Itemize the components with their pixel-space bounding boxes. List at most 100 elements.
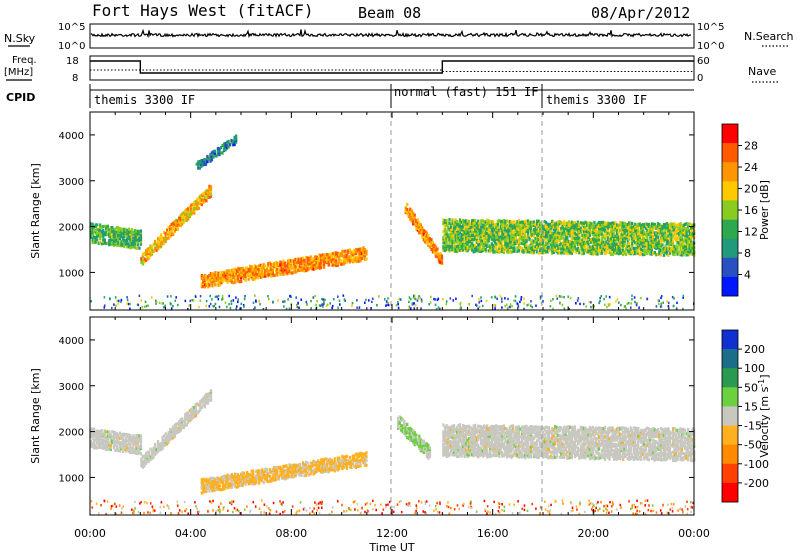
heat-cell xyxy=(227,271,231,275)
cpid-mode-3: themis 3300 IF xyxy=(546,93,647,107)
heat-cell xyxy=(226,477,229,481)
heat-cell xyxy=(271,467,274,471)
heat-cell xyxy=(283,469,287,473)
heat-cell xyxy=(582,227,586,231)
heat-cell xyxy=(217,277,220,281)
heat-cell xyxy=(546,228,549,232)
heat-cell xyxy=(126,445,129,449)
heat-cell xyxy=(184,415,187,419)
heat-cell xyxy=(419,444,422,449)
heat-cell xyxy=(649,247,652,251)
heat-cell xyxy=(637,239,640,243)
heat-cell xyxy=(297,465,300,469)
heat-cell xyxy=(652,225,655,229)
heat-cell xyxy=(446,225,450,229)
heat-cell xyxy=(205,299,208,303)
heat-cell xyxy=(365,451,368,455)
heat-cell xyxy=(643,251,646,255)
heat-cell xyxy=(687,239,690,243)
heat-cell xyxy=(505,247,509,251)
heat-cell xyxy=(243,273,246,277)
heat-cell xyxy=(255,269,258,273)
heat-cell xyxy=(208,273,211,278)
heat-cell xyxy=(249,269,252,273)
heat-cell xyxy=(177,303,179,307)
heat-cell xyxy=(667,304,670,308)
heat-cell xyxy=(341,262,344,266)
heat-cell xyxy=(581,223,584,227)
heat-cell xyxy=(649,225,652,229)
heat-cell xyxy=(557,225,560,229)
heat-cell xyxy=(90,445,93,449)
heat-cell xyxy=(458,241,462,245)
heat-cell xyxy=(597,235,601,239)
heat-cell xyxy=(510,236,513,240)
heat-cell xyxy=(181,417,184,421)
heat-cell xyxy=(599,240,602,244)
heat-cell xyxy=(255,265,258,269)
heat-cell xyxy=(199,408,202,412)
y-tick-label: 2000 xyxy=(59,223,84,234)
freq-label-line2: [MHz] xyxy=(4,67,33,78)
heat-cell xyxy=(342,262,345,266)
heat-cell xyxy=(555,231,558,235)
heat-cell xyxy=(307,262,311,266)
heat-cell xyxy=(217,483,220,487)
heat-cell xyxy=(329,457,332,461)
heat-cell xyxy=(613,236,616,240)
heat-cell xyxy=(680,235,684,239)
heat-cell xyxy=(517,241,521,245)
heat-cell xyxy=(451,248,454,252)
heat-cell xyxy=(240,271,243,275)
heat-cell xyxy=(614,236,617,240)
heat-cell xyxy=(443,225,447,229)
heat-cell xyxy=(228,302,230,306)
heat-cell xyxy=(477,245,480,249)
heat-cell xyxy=(436,255,439,259)
heat-cell xyxy=(513,241,516,246)
heat-cell xyxy=(347,459,350,463)
heat-cell xyxy=(581,248,584,252)
heat-cell xyxy=(585,237,589,241)
heat-cell xyxy=(138,232,141,236)
heat-cell xyxy=(103,435,106,439)
heat-cell xyxy=(99,228,102,232)
heat-cell xyxy=(584,235,587,239)
heat-cell xyxy=(99,231,102,235)
heat-cell xyxy=(679,222,682,226)
heat-cell xyxy=(658,244,661,249)
heat-cell xyxy=(472,243,475,248)
heat-cell xyxy=(304,264,308,268)
heat-cell xyxy=(318,468,321,473)
heat-cell xyxy=(93,441,96,446)
heat-cell xyxy=(634,229,637,233)
heat-cell xyxy=(581,241,584,245)
heat-cell xyxy=(605,245,608,249)
heat-cell xyxy=(102,438,105,442)
heat-cell xyxy=(301,461,305,465)
heat-cell xyxy=(413,302,415,305)
heat-cell xyxy=(477,226,480,230)
heat-cell xyxy=(564,232,567,236)
heat-cell xyxy=(141,306,144,309)
heat-cell xyxy=(179,223,182,227)
heat-cell xyxy=(323,302,325,305)
heat-cell xyxy=(267,295,269,298)
heat-cell xyxy=(667,234,670,238)
heat-cell xyxy=(121,434,124,438)
heat-cell xyxy=(422,441,425,445)
heat-cell xyxy=(398,420,401,424)
heat-cell xyxy=(244,276,247,280)
heat-cell xyxy=(215,278,219,282)
heat-cell xyxy=(566,225,569,229)
heat-cell xyxy=(397,301,399,304)
heat-cell xyxy=(224,141,227,146)
heat-cell xyxy=(548,248,551,252)
heat-cell xyxy=(203,394,207,398)
heat-cell xyxy=(133,229,137,233)
heat-cell xyxy=(623,224,626,228)
heat-cell xyxy=(415,437,418,441)
heat-cell xyxy=(588,221,592,225)
heat-cell xyxy=(430,242,433,246)
heat-cell xyxy=(344,459,347,463)
